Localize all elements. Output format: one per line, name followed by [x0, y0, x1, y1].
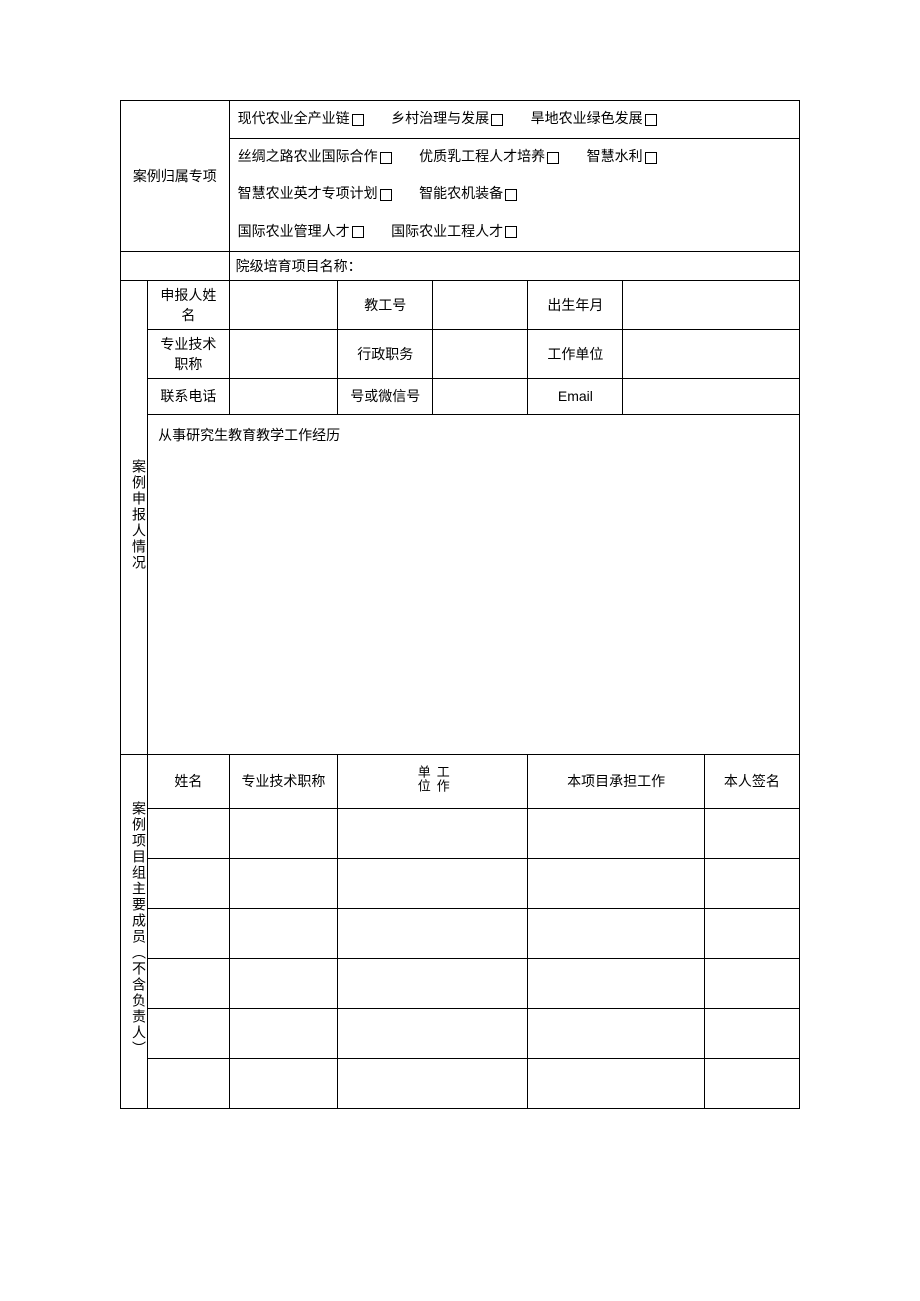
member-name[interactable] — [148, 1008, 229, 1058]
checkbox-icon — [380, 189, 392, 201]
value-staff-id[interactable] — [433, 280, 528, 329]
checkbox-silk-road[interactable]: 丝绸之路农业国际合作 — [238, 145, 392, 170]
member-row — [121, 858, 800, 908]
checkbox-dryland-agriculture[interactable]: 旱地农业绿色发展 — [531, 107, 657, 132]
member-title[interactable] — [229, 1008, 338, 1058]
value-email[interactable] — [623, 378, 800, 414]
member-name[interactable] — [148, 858, 229, 908]
checkbox-dairy-engineering[interactable]: 优质乳工程人才培养 — [419, 145, 559, 170]
member-name[interactable] — [148, 908, 229, 958]
member-task[interactable] — [528, 858, 705, 908]
member-unit[interactable] — [338, 958, 528, 1008]
checkbox-row-1: 现代农业全产业链 乡村治理与发展 旱地农业绿色发展 — [229, 101, 799, 139]
value-pro-title[interactable] — [229, 329, 338, 378]
value-position[interactable] — [433, 329, 528, 378]
member-unit[interactable] — [338, 1058, 528, 1108]
label-applicant-name: 申报人姓名 — [148, 280, 229, 329]
header-member-task: 本项目承担工作 — [528, 754, 705, 808]
work-experience-cell[interactable]: 从事研究生教育教学工作经历 — [148, 414, 800, 754]
member-task[interactable] — [528, 808, 705, 858]
checkbox-row-4: 国际农业管理人才 国际农业工程人才 — [229, 214, 799, 252]
checkbox-smart-agri-talent[interactable]: 智慧农业英才专项计划 — [238, 182, 392, 207]
value-applicant-name[interactable] — [229, 280, 338, 329]
member-row — [121, 908, 800, 958]
section-label-project-category: 案例归属专项 — [121, 101, 230, 252]
member-title[interactable] — [229, 958, 338, 1008]
checkbox-rural-governance[interactable]: 乡村治理与发展 — [391, 107, 503, 132]
checkbox-intl-agri-mgmt[interactable]: 国际农业管理人才 — [238, 220, 364, 245]
member-name[interactable] — [148, 808, 229, 858]
checkbox-icon — [491, 114, 503, 126]
checkbox-row-2: 丝绸之路农业国际合作 优质乳工程人才培养 智慧水利 — [229, 139, 799, 177]
member-sign[interactable] — [704, 958, 799, 1008]
checkbox-icon — [380, 152, 392, 164]
member-task[interactable] — [528, 1008, 705, 1058]
value-phone[interactable] — [229, 378, 338, 414]
checkbox-icon — [505, 226, 517, 238]
member-name[interactable] — [148, 958, 229, 1008]
checkbox-icon — [352, 114, 364, 126]
label-phone: 联系电话 — [148, 378, 229, 414]
project-name-cell[interactable]: 院级培育项目名称： — [229, 251, 799, 280]
member-title[interactable] — [229, 858, 338, 908]
header-member-name: 姓名 — [148, 754, 229, 808]
member-unit[interactable] — [338, 808, 528, 858]
label-work-unit: 工作单位 — [528, 329, 623, 378]
member-row — [121, 958, 800, 1008]
checkbox-intl-agri-eng[interactable]: 国际农业工程人才 — [391, 220, 517, 245]
member-unit[interactable] — [338, 1008, 528, 1058]
member-row — [121, 1008, 800, 1058]
checkbox-icon — [645, 114, 657, 126]
checkbox-icon — [547, 152, 559, 164]
checkbox-smart-machinery[interactable]: 智能农机装备 — [419, 182, 517, 207]
section-label-members: 案例项目组主要成员（不含负责人） — [121, 754, 148, 1108]
checkbox-icon — [645, 152, 657, 164]
label-position: 行政职务 — [338, 329, 433, 378]
member-task[interactable] — [528, 1058, 705, 1108]
member-task[interactable] — [528, 908, 705, 958]
value-birth[interactable] — [623, 280, 800, 329]
member-title[interactable] — [229, 908, 338, 958]
value-wechat[interactable] — [433, 378, 528, 414]
label-wechat: 号或微信号 — [338, 378, 433, 414]
header-member-unit: 工作单位 — [338, 754, 528, 808]
section-label-applicant: 案例申报人情况 — [121, 280, 148, 754]
label-birth: 出生年月 — [528, 280, 623, 329]
member-sign[interactable] — [704, 908, 799, 958]
member-row — [121, 1058, 800, 1108]
member-title[interactable] — [229, 808, 338, 858]
application-form-table: 案例归属专项 现代农业全产业链 乡村治理与发展 旱地农业绿色发展 丝绸之路农业国… — [120, 100, 800, 1109]
checkbox-icon — [505, 189, 517, 201]
blank-spacer — [121, 251, 230, 280]
checkbox-smart-water[interactable]: 智慧水利 — [587, 145, 657, 170]
member-sign[interactable] — [704, 1058, 799, 1108]
label-staff-id: 教工号 — [338, 280, 433, 329]
member-title[interactable] — [229, 1058, 338, 1108]
label-email: Email — [528, 378, 623, 414]
member-task[interactable] — [528, 958, 705, 1008]
label-pro-title: 专业技术职称 — [148, 329, 229, 378]
member-sign[interactable] — [704, 858, 799, 908]
checkbox-icon — [352, 226, 364, 238]
member-sign[interactable] — [704, 1008, 799, 1058]
member-sign[interactable] — [704, 808, 799, 858]
member-name[interactable] — [148, 1058, 229, 1108]
header-member-title: 专业技术职称 — [229, 754, 338, 808]
member-row — [121, 808, 800, 858]
member-unit[interactable] — [338, 858, 528, 908]
header-member-sign: 本人签名 — [704, 754, 799, 808]
checkbox-modern-agriculture[interactable]: 现代农业全产业链 — [238, 107, 364, 132]
checkbox-row-3: 智慧农业英才专项计划 智能农机装备 — [229, 176, 799, 213]
value-work-unit[interactable] — [623, 329, 800, 378]
member-unit[interactable] — [338, 908, 528, 958]
